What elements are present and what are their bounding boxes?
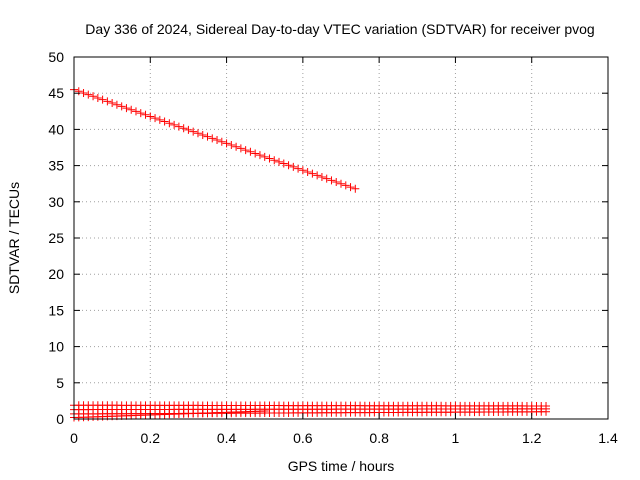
data-point	[98, 95, 107, 104]
data-point	[260, 152, 269, 161]
y-tick-label: 40	[48, 121, 64, 137]
y-tick-labels: 0 5 10 15 20 25 30 35 40 45 50	[48, 49, 64, 427]
data-point	[122, 104, 131, 113]
data-point	[165, 119, 174, 128]
y-tick-label: 20	[48, 266, 64, 282]
data-point	[351, 184, 360, 193]
data-point	[303, 167, 312, 176]
y-tick-label: 25	[48, 230, 64, 246]
x-tick-label: 0	[70, 430, 78, 446]
data-point	[127, 105, 136, 114]
x-tick-label: 0.4	[217, 430, 237, 446]
data-point	[260, 407, 269, 416]
data-point	[327, 176, 336, 185]
series-track-5	[70, 407, 269, 422]
y-tick-label: 45	[48, 85, 64, 101]
data-series	[70, 85, 551, 422]
data-point	[117, 102, 126, 111]
data-point	[184, 125, 193, 134]
data-point	[317, 173, 326, 181]
data-point	[217, 137, 226, 146]
data-point	[198, 130, 207, 139]
y-tick-label: 10	[48, 339, 64, 355]
data-point	[79, 88, 88, 97]
data-point	[74, 87, 83, 96]
data-point	[246, 147, 255, 156]
data-point	[93, 93, 102, 102]
series-track-1	[70, 85, 360, 193]
data-point	[232, 142, 241, 151]
y-tick-label: 30	[48, 194, 64, 210]
y-tick-label: 15	[48, 302, 64, 318]
data-point	[279, 159, 288, 168]
data-point	[322, 174, 331, 183]
data-point	[255, 151, 264, 160]
data-point	[294, 164, 303, 173]
data-point	[298, 166, 307, 175]
data-point	[236, 144, 245, 153]
x-tick-label: 1	[452, 430, 460, 446]
axis-ticks	[73, 56, 609, 420]
data-point	[189, 127, 198, 136]
data-point	[170, 120, 179, 129]
data-point	[136, 109, 145, 118]
data-point	[112, 100, 121, 109]
x-axis-title: GPS time / hours	[288, 458, 395, 474]
data-point	[151, 114, 160, 123]
data-point	[208, 134, 217, 143]
data-point	[289, 162, 298, 171]
data-point	[308, 169, 317, 178]
data-point	[284, 161, 293, 170]
data-point	[131, 107, 140, 116]
x-tick-labels: 0 0.2 0.4 0.6 0.8 1 1.2 1.4	[70, 430, 618, 446]
data-point	[203, 132, 212, 141]
x-tick-label: 1.2	[522, 430, 542, 446]
data-point	[346, 183, 355, 192]
grid-lines	[74, 57, 608, 419]
data-point	[146, 112, 155, 121]
y-tick-label: 35	[48, 158, 64, 174]
data-point	[179, 124, 188, 133]
data-point	[265, 154, 274, 163]
data-point	[174, 122, 183, 131]
data-point	[227, 141, 236, 150]
data-point	[193, 129, 202, 138]
data-point	[155, 115, 164, 124]
data-point	[313, 171, 322, 180]
data-point	[89, 92, 98, 101]
data-point	[332, 178, 341, 187]
chart-title: Day 336 of 2024, Sidereal Day-to-day VTE…	[85, 21, 594, 37]
data-point	[103, 97, 112, 106]
y-tick-label: 0	[56, 411, 64, 427]
data-point	[341, 181, 350, 190]
y-tick-label: 50	[48, 49, 64, 65]
data-point	[213, 136, 222, 145]
data-point	[84, 90, 93, 99]
y-tick-label: 5	[56, 375, 64, 391]
data-point	[160, 117, 169, 126]
data-point	[251, 149, 260, 158]
x-tick-label: 0.6	[293, 430, 313, 446]
x-tick-label: 1.4	[598, 430, 618, 446]
x-tick-label: 0.2	[141, 430, 161, 446]
y-axis-title: SDTVAR / TECUs	[6, 182, 22, 294]
data-point	[275, 157, 284, 166]
data-point	[337, 179, 345, 188]
data-point	[108, 99, 117, 108]
data-point	[141, 110, 150, 119]
x-tick-label: 0.8	[369, 430, 389, 446]
data-point	[241, 146, 250, 155]
data-point	[270, 156, 279, 165]
data-point	[542, 407, 551, 416]
data-point	[222, 139, 231, 148]
